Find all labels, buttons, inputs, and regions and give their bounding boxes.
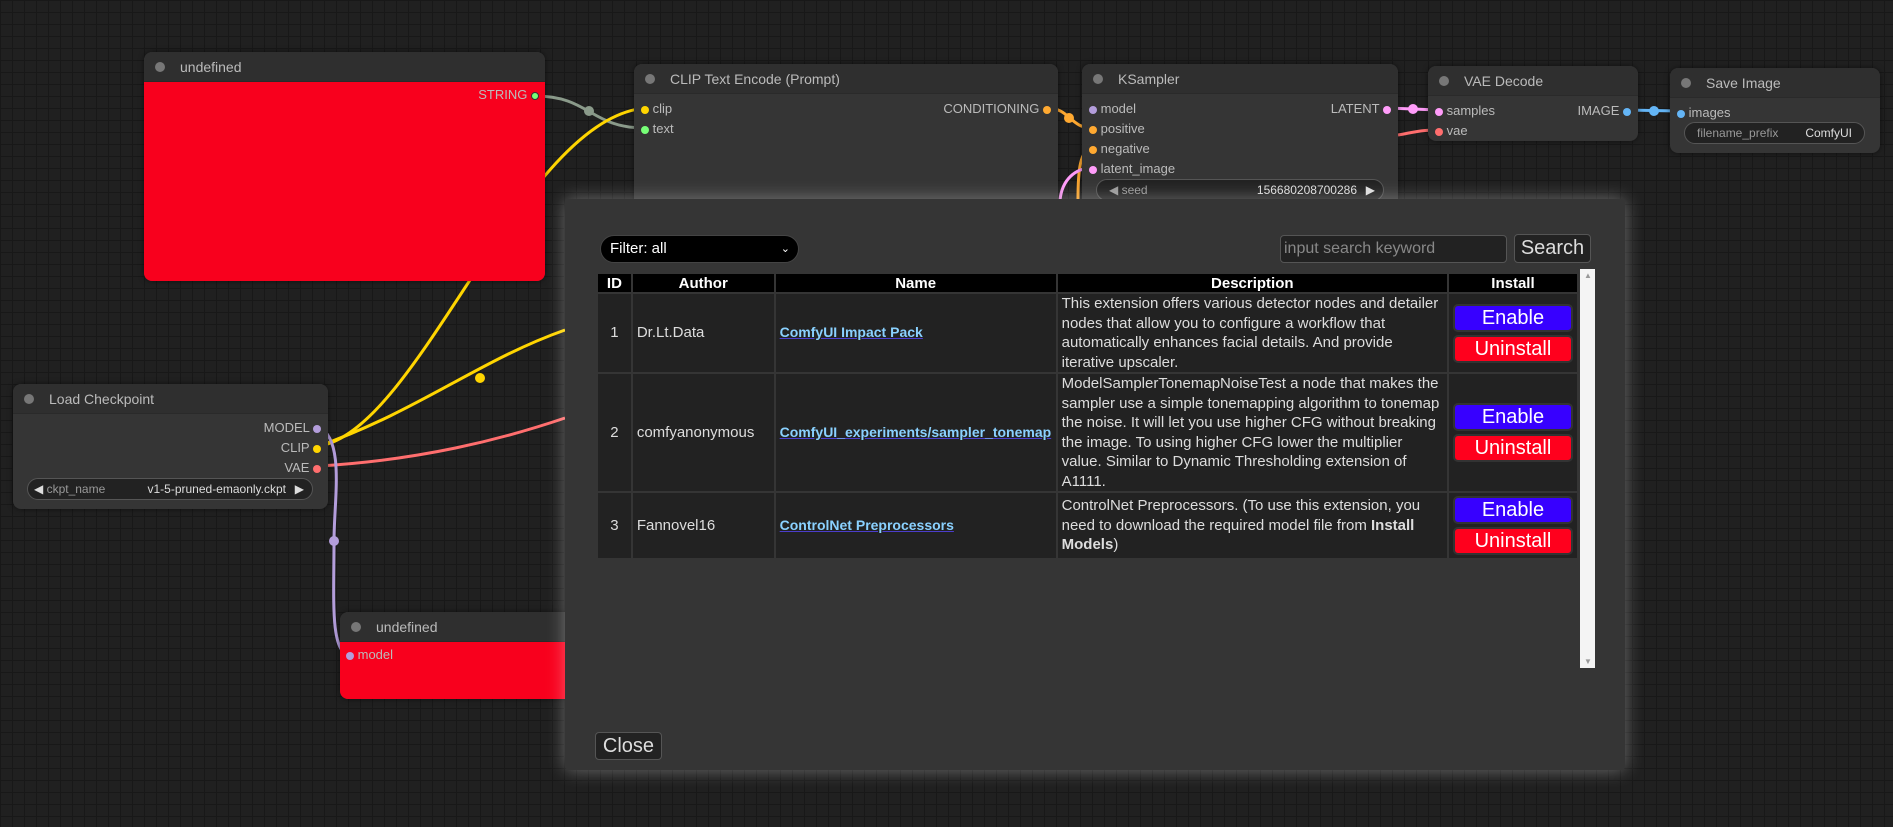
reroute-dot bbox=[1064, 113, 1074, 123]
input-latent-image[interactable]: latent_image bbox=[1089, 161, 1175, 176]
input-vae[interactable]: vae bbox=[1435, 123, 1468, 138]
node-vae-decode[interactable]: VAE Decode samples vae IMAGE bbox=[1428, 66, 1638, 141]
node-title[interactable]: KSampler bbox=[1082, 64, 1398, 94]
wire-vae bbox=[318, 416, 566, 468]
close-button[interactable]: Close bbox=[595, 732, 662, 760]
custom-nodes-dialog: Filter: all ⌄ input search keyword Search… bbox=[565, 199, 1625, 770]
table-row: 2 comfyanonymous ComfyUI_experiments/sam… bbox=[596, 372, 1580, 493]
reroute-dot bbox=[1649, 106, 1659, 116]
col-name: Name bbox=[773, 272, 1058, 294]
extensions-table: ID Author Name Description Install 1 Dr.… bbox=[596, 272, 1580, 560]
input-model[interactable]: model bbox=[346, 647, 393, 662]
uninstall-button[interactable]: Uninstall bbox=[1452, 334, 1573, 363]
search-button[interactable]: Search bbox=[1514, 234, 1591, 263]
col-description: Description bbox=[1055, 272, 1449, 294]
input-images[interactable]: images bbox=[1677, 105, 1731, 120]
reroute-dot bbox=[475, 373, 485, 383]
output-latent[interactable]: LATENT bbox=[1331, 101, 1391, 116]
reroute-dot bbox=[1408, 104, 1418, 114]
enable-button[interactable]: Enable bbox=[1452, 303, 1573, 332]
output-model[interactable]: MODEL bbox=[264, 420, 321, 435]
input-text[interactable]: text bbox=[641, 121, 674, 136]
output-vae[interactable]: VAE bbox=[284, 460, 321, 475]
node-save-image[interactable]: Save Image images filename_prefix ComfyUI bbox=[1670, 68, 1880, 153]
table-row: 3 Fannovel16 ControlNet Preprocessors Co… bbox=[596, 491, 1580, 560]
seed-widget[interactable]: ◀ seed 156680208700286 ▶ bbox=[1096, 179, 1384, 201]
output-image[interactable]: IMAGE bbox=[1577, 103, 1631, 118]
uninstall-button[interactable]: Uninstall bbox=[1452, 527, 1573, 555]
input-negative[interactable]: negative bbox=[1089, 141, 1150, 156]
filter-select[interactable]: Filter: all ⌄ bbox=[600, 235, 799, 263]
node-load-checkpoint[interactable]: Load Checkpoint MODEL CLIP VAE ◀ ckpt_na… bbox=[13, 384, 328, 509]
node-title[interactable]: undefined bbox=[144, 52, 545, 82]
slot-label: STRING bbox=[478, 87, 528, 102]
node-undefined-bottom[interactable]: undefined model bbox=[340, 612, 580, 699]
input-model[interactable]: model bbox=[1089, 101, 1136, 116]
filename-prefix-widget[interactable]: filename_prefix ComfyUI bbox=[1684, 122, 1865, 144]
extension-link[interactable]: ComfyUI_experiments/sampler_tonemap bbox=[773, 372, 1058, 493]
scroll-up-icon: ▲ bbox=[1584, 271, 1592, 280]
node-title[interactable]: Save Image bbox=[1670, 68, 1880, 98]
search-input[interactable]: input search keyword bbox=[1280, 235, 1507, 263]
node-title[interactable]: CLIP Text Encode (Prompt) bbox=[634, 64, 1058, 94]
node-title[interactable]: Load Checkpoint bbox=[13, 384, 328, 414]
slot-dot[interactable] bbox=[531, 91, 539, 100]
node-error-body: model bbox=[340, 642, 580, 699]
uninstall-button[interactable]: Uninstall bbox=[1452, 434, 1573, 462]
enable-button[interactable]: Enable bbox=[1452, 403, 1573, 431]
node-undefined-top[interactable]: undefined STRING bbox=[144, 52, 545, 281]
input-positive[interactable]: positive bbox=[1089, 121, 1145, 136]
node-title[interactable]: undefined bbox=[340, 612, 580, 642]
output-string[interactable]: STRING bbox=[478, 87, 539, 102]
col-author: Author bbox=[630, 272, 776, 294]
output-conditioning[interactable]: CONDITIONING bbox=[943, 101, 1051, 116]
table-row: 1 Dr.Lt.Data ComfyUI Impact Pack This ex… bbox=[596, 292, 1580, 374]
col-id: ID bbox=[596, 272, 633, 294]
input-samples[interactable]: samples bbox=[1435, 103, 1495, 118]
output-clip[interactable]: CLIP bbox=[281, 440, 321, 455]
node-error-body: STRING bbox=[144, 82, 545, 281]
reroute-dot bbox=[584, 106, 594, 116]
extension-link[interactable]: ControlNet Preprocessors bbox=[773, 491, 1058, 560]
chevron-down-icon: ⌄ bbox=[780, 243, 790, 255]
table-scrollbar[interactable]: ▲ ▼ bbox=[1580, 269, 1595, 668]
col-install: Install bbox=[1446, 272, 1580, 294]
extension-link[interactable]: ComfyUI Impact Pack bbox=[773, 292, 1058, 374]
node-title[interactable]: VAE Decode bbox=[1428, 66, 1638, 96]
reroute-dot bbox=[329, 536, 339, 546]
enable-button[interactable]: Enable bbox=[1452, 496, 1573, 524]
table-header: ID Author Name Description Install bbox=[596, 272, 1580, 294]
input-clip[interactable]: clip bbox=[641, 101, 672, 116]
wire-clip-dialog bbox=[318, 328, 566, 448]
install-models-link[interactable]: Install Models bbox=[1061, 516, 1415, 554]
scroll-down-icon: ▼ bbox=[1584, 657, 1592, 666]
ckpt-name-widget[interactable]: ◀ ckpt_name v1-5-pruned-emaonly.ckpt ▶ bbox=[27, 478, 313, 500]
